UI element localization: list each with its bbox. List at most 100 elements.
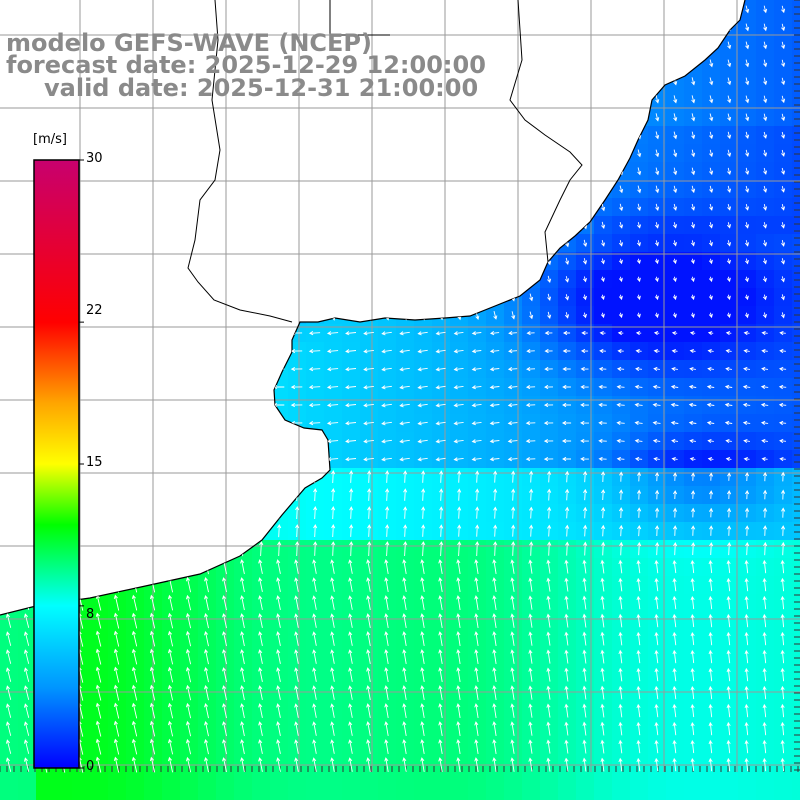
- wind-arrow: [474, 757, 479, 772]
- wind-arrow: [438, 685, 443, 700]
- wind-arrow: [457, 541, 462, 557]
- wind-arrow: [562, 366, 571, 372]
- wind-arrow: [617, 348, 624, 354]
- wind-arrow: [618, 613, 623, 628]
- wind-arrow: [399, 367, 410, 372]
- wind-arrow: [95, 702, 102, 719]
- wind-arrow: [363, 439, 374, 444]
- wind-cell: [558, 792, 577, 800]
- wind-arrow: [474, 631, 479, 646]
- wind-arrow: [547, 470, 552, 483]
- wind-arrow: [493, 310, 498, 320]
- wind-arrow: [781, 95, 786, 104]
- wind-cell: [576, 774, 595, 793]
- wind-arrow: [780, 258, 786, 265]
- wind-arrow: [763, 471, 768, 482]
- wind-arrow: [5, 613, 12, 628]
- wind-arrow: [672, 276, 677, 283]
- wind-arrow: [580, 384, 589, 390]
- wind-arrow: [725, 330, 732, 336]
- wind-arrow: [276, 739, 281, 754]
- wind-arrow: [598, 420, 607, 425]
- wind-arrow: [435, 457, 446, 462]
- wind-arrow: [637, 471, 642, 482]
- wind-arrow: [258, 667, 263, 682]
- wind-arrow: [637, 507, 642, 518]
- wind-arrow: [222, 703, 227, 719]
- wind-arrow: [492, 559, 497, 574]
- wind-arrow: [385, 541, 390, 557]
- wind-arrow: [763, 507, 768, 518]
- wind-arrow: [655, 131, 660, 140]
- wind-arrow: [726, 757, 731, 772]
- wind-arrow: [691, 167, 696, 176]
- wind-arrow: [399, 421, 410, 426]
- wind-arrow: [673, 203, 678, 211]
- wind-arrow: [149, 594, 156, 611]
- wind-arrow: [761, 438, 768, 444]
- colorbar-unit: [m/s]: [33, 132, 67, 147]
- wind-arrow: [600, 294, 605, 301]
- wind-cell: [792, 594, 800, 613]
- wind-arrow: [744, 721, 749, 736]
- wind-arrow: [113, 702, 120, 719]
- wind-arrow: [546, 595, 551, 610]
- wind-arrow: [727, 507, 732, 518]
- wind-arrow: [453, 421, 464, 426]
- wind-arrow: [781, 131, 786, 139]
- wind-arrow: [420, 703, 425, 718]
- wind-arrow: [762, 721, 767, 736]
- wind-arrow: [474, 595, 479, 610]
- wind-arrow: [330, 577, 335, 592]
- wind-cell: [738, 792, 757, 800]
- wind-cell: [792, 522, 800, 541]
- wind-arrow: [742, 384, 751, 389]
- wind-arrow: [330, 721, 335, 736]
- wind-arrow: [616, 420, 625, 425]
- wind-arrow: [691, 525, 696, 536]
- wind-arrow: [113, 630, 120, 647]
- wind-arrow: [601, 239, 606, 247]
- wind-cell: [324, 774, 343, 793]
- wind-cell: [756, 792, 775, 800]
- wind-arrow: [762, 685, 767, 700]
- wind-arrow: [725, 366, 732, 372]
- wind-arrow: [363, 349, 374, 354]
- wind-arrow: [763, 525, 768, 536]
- wind-arrow: [655, 95, 660, 104]
- wind-arrow: [690, 294, 695, 301]
- wind-arrow: [601, 541, 606, 556]
- wind-arrow: [511, 506, 516, 519]
- wind-arrow: [402, 577, 407, 592]
- wind-arrow: [543, 403, 554, 408]
- wind-arrow: [294, 649, 299, 664]
- wind-arrow: [690, 757, 695, 772]
- wind-arrow: [637, 185, 642, 194]
- wind-arrow: [654, 595, 659, 610]
- wind-arrow: [600, 258, 605, 265]
- wind-arrow: [456, 631, 461, 646]
- wind-arrow: [724, 402, 733, 407]
- wind-cell: [432, 774, 451, 793]
- wind-arrow: [294, 595, 299, 610]
- wind-arrow: [582, 703, 587, 718]
- wind-arrow: [707, 438, 714, 444]
- wind-arrow: [761, 456, 768, 462]
- wind-arrow: [348, 685, 353, 700]
- wind-arrow: [489, 403, 500, 408]
- wind-cell: [792, 450, 800, 469]
- wind-arrow: [745, 185, 750, 193]
- wind-arrow: [113, 594, 120, 611]
- wind-arrow: [708, 595, 713, 610]
- wind-arrow: [619, 524, 624, 537]
- wind-arrow: [204, 648, 209, 665]
- wind-arrow: [745, 203, 750, 211]
- wind-arrow: [399, 385, 410, 390]
- wind-arrow: [672, 222, 678, 229]
- wind-arrow: [326, 421, 339, 426]
- wind-arrow: [348, 595, 353, 610]
- wind-arrow: [634, 402, 643, 407]
- wind-arrow: [618, 631, 623, 646]
- wind-arrow: [308, 385, 321, 390]
- wind-arrow: [565, 470, 570, 483]
